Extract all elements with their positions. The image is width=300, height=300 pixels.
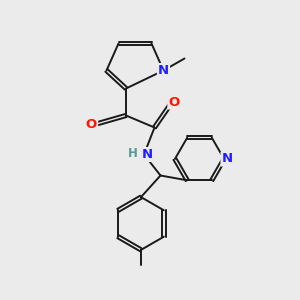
Text: N: N — [142, 148, 153, 161]
Text: N: N — [158, 64, 169, 77]
Text: H: H — [128, 146, 137, 160]
Text: O: O — [168, 95, 180, 109]
Text: N: N — [221, 152, 233, 166]
Text: O: O — [86, 118, 97, 131]
